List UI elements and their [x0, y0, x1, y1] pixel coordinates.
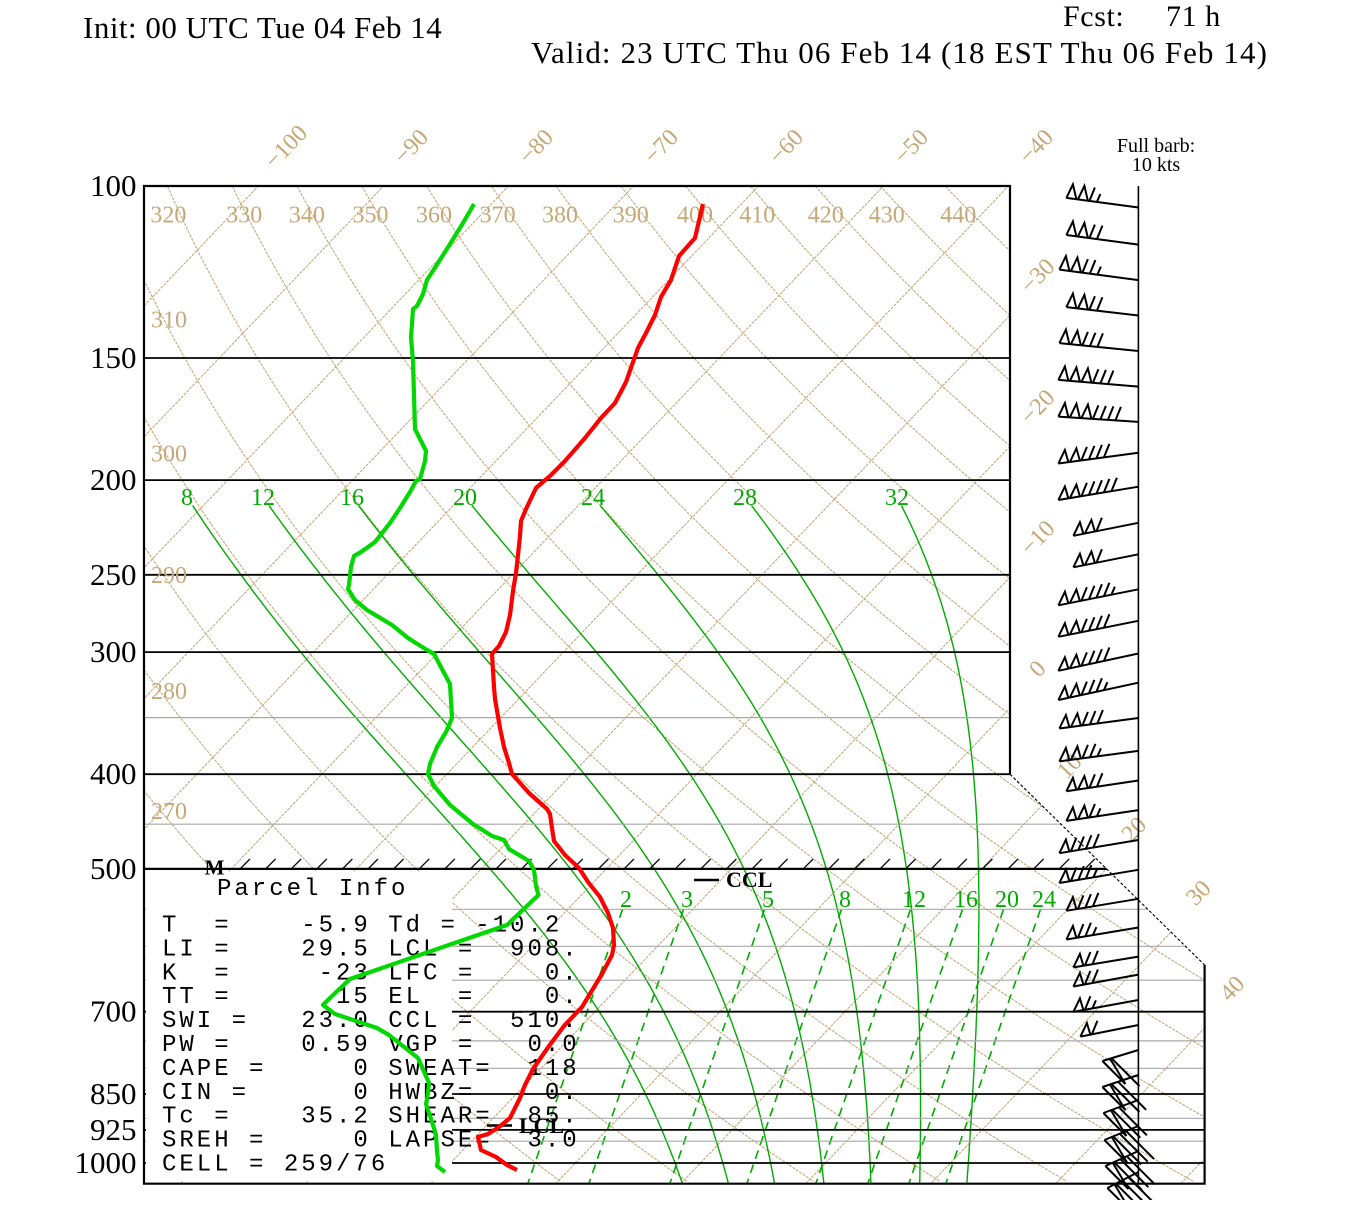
svg-text:Init: 00 UTC Tue 04 Feb 14: Init: 00 UTC Tue 04 Feb 14: [83, 10, 442, 45]
svg-text:925: 925: [90, 1112, 137, 1147]
svg-text:5: 5: [762, 887, 774, 913]
svg-text:CIN = 0 HWBZ= 0.: CIN = 0 HWBZ= 0.: [162, 1080, 580, 1107]
svg-text:280: 280: [151, 679, 187, 705]
svg-text:370: 370: [480, 203, 516, 229]
svg-text:20: 20: [995, 887, 1019, 913]
svg-text:T = -5.9 Td = -10.2: T = -5.9 Td = -10.2: [162, 913, 562, 940]
svg-text:LI = 29.5 LCL = 908.: LI = 29.5 LCL = 908.: [162, 936, 580, 963]
svg-text:Valid: 23 UTC Thu 06 Feb 14 (1: Valid: 23 UTC Thu 06 Feb 14 (18 EST Thu …: [531, 35, 1268, 70]
svg-text:10 kts: 10 kts: [1132, 154, 1181, 176]
svg-text:16: 16: [340, 485, 364, 511]
svg-text:24: 24: [581, 485, 605, 511]
svg-text:TT = 15 EL = 0.: TT = 15 EL = 0.: [162, 984, 580, 1011]
svg-text:200: 200: [90, 462, 137, 497]
svg-text:290: 290: [151, 563, 187, 589]
svg-text:410: 410: [739, 203, 775, 229]
svg-text:8: 8: [181, 485, 193, 511]
svg-text:440: 440: [940, 203, 976, 229]
svg-text:700: 700: [90, 994, 137, 1029]
svg-text:Parcel Info: Parcel Info: [217, 876, 408, 903]
svg-text:LCL: LCL: [519, 1113, 564, 1138]
svg-text:400: 400: [90, 756, 137, 791]
svg-text:28: 28: [733, 485, 757, 511]
svg-text:300: 300: [90, 634, 137, 669]
svg-text:390: 390: [613, 203, 649, 229]
svg-text:150: 150: [90, 340, 137, 375]
svg-text:380: 380: [542, 203, 578, 229]
svg-text:M: M: [205, 856, 225, 880]
svg-text:100: 100: [90, 168, 137, 203]
svg-text:430: 430: [869, 203, 905, 229]
svg-text:8: 8: [839, 887, 851, 913]
svg-text:Fcst:: Fcst:: [1063, 0, 1124, 33]
svg-text:CCL: CCL: [726, 867, 772, 892]
svg-text:Full barb:: Full barb:: [1117, 135, 1195, 157]
svg-text:250: 250: [90, 557, 137, 592]
svg-text:1000: 1000: [75, 1145, 137, 1180]
svg-text:Tc = 35.2 SHEAR= 85.: Tc = 35.2 SHEAR= 85.: [162, 1104, 580, 1131]
svg-text:500: 500: [90, 851, 137, 886]
svg-text:3: 3: [681, 887, 693, 913]
svg-text:20: 20: [453, 485, 477, 511]
svg-text:420: 420: [808, 203, 844, 229]
svg-text:310: 310: [151, 308, 187, 334]
svg-text:CAPE = 0 SWEAT= 118: CAPE = 0 SWEAT= 118: [162, 1056, 580, 1083]
svg-text:32: 32: [885, 485, 909, 511]
svg-text:12: 12: [902, 887, 926, 913]
svg-text:850: 850: [90, 1076, 137, 1111]
svg-text:350: 350: [353, 203, 389, 229]
svg-text:270: 270: [151, 799, 187, 825]
svg-text:400: 400: [677, 203, 713, 229]
svg-text:24: 24: [1032, 887, 1056, 913]
svg-text:SWI = 23.0 CCL = 510.: SWI = 23.0 CCL = 510.: [162, 1008, 580, 1035]
svg-text:CELL = 259/76: CELL = 259/76: [162, 1152, 388, 1179]
svg-text:340: 340: [289, 203, 325, 229]
svg-text:SREH = 0 LAPSE= 3.0: SREH = 0 LAPSE= 3.0: [162, 1128, 580, 1155]
svg-text:12: 12: [251, 485, 275, 511]
svg-text:71 h: 71 h: [1166, 0, 1221, 33]
svg-text:PW = 0.59 VGP = 0.0: PW = 0.59 VGP = 0.0: [162, 1032, 580, 1059]
svg-text:16: 16: [954, 887, 978, 913]
svg-text:330: 330: [226, 203, 262, 229]
svg-text:360: 360: [416, 203, 452, 229]
svg-text:320: 320: [150, 203, 186, 229]
svg-text:300: 300: [151, 442, 187, 468]
svg-text:2: 2: [620, 887, 632, 913]
